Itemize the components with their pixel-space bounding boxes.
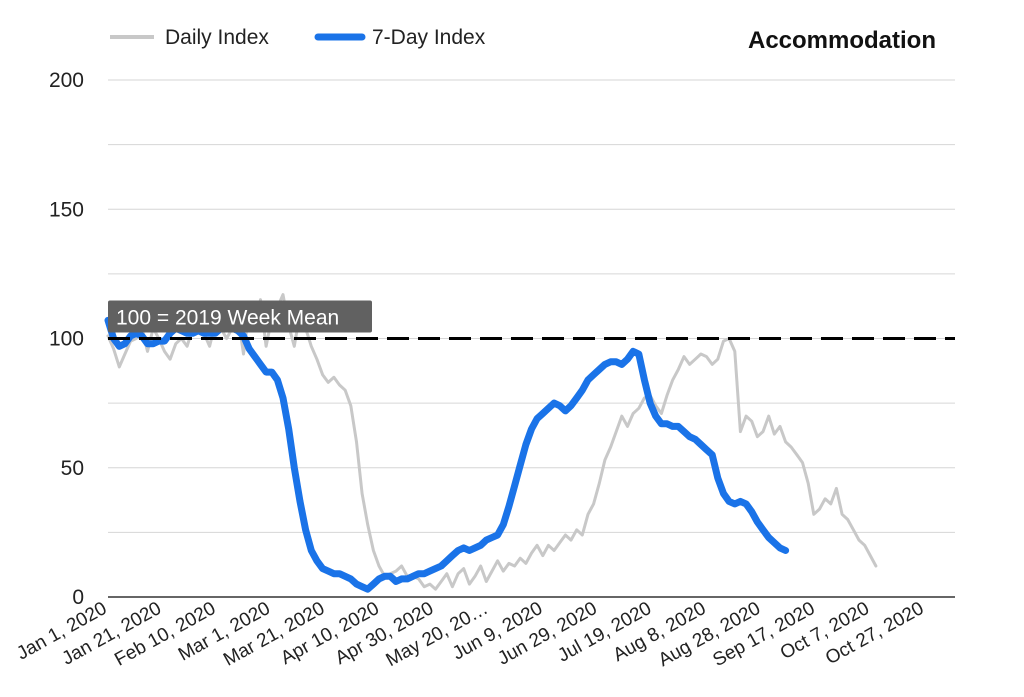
- y-axis-ticks: 0 50 100 150 200: [49, 69, 84, 609]
- y-tick-label: 100: [49, 328, 84, 351]
- legend-label-daily-index: Daily Index: [165, 26, 269, 49]
- y-tick-label: 200: [49, 69, 84, 92]
- series-line-7-day-index: [104, 316, 790, 593]
- chart-title: Accommodation: [748, 27, 936, 54]
- reference-line-group: 100 = 2019 Week Mean: [108, 300, 955, 340]
- y-tick-label: 0: [72, 586, 84, 609]
- legend-label-7-day-index: 7-Day Index: [372, 26, 486, 49]
- y-tick-label: 50: [61, 457, 84, 480]
- legend: Daily Index 7-Day Index: [110, 26, 486, 49]
- y-tick-label: 150: [49, 198, 84, 221]
- reference-label: 100 = 2019 Week Mean: [116, 307, 339, 330]
- reference-label-box: [108, 300, 372, 333]
